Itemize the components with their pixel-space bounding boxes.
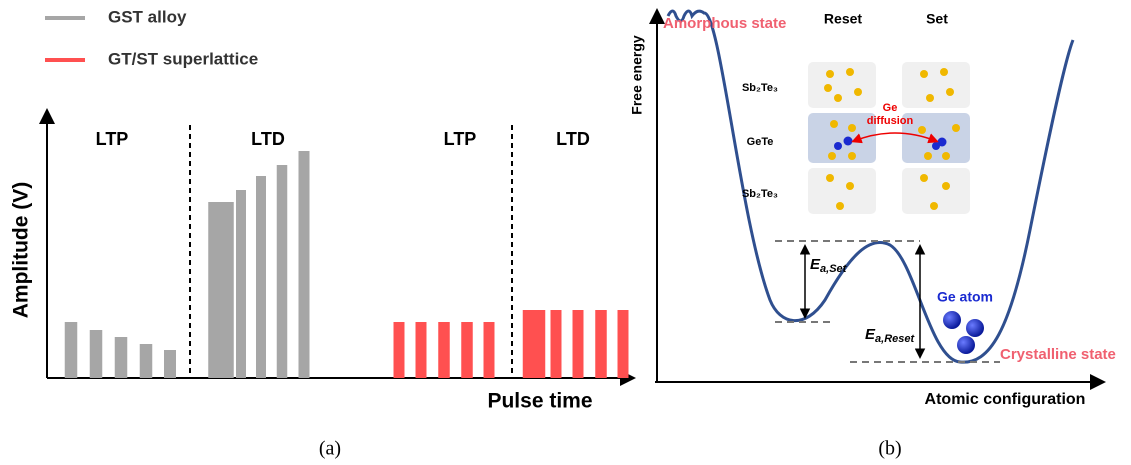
bar xyxy=(438,322,450,378)
x-axis-label: Atomic configuration xyxy=(925,391,1086,408)
phase-label: LTP xyxy=(444,129,477,149)
ge-ball xyxy=(957,336,975,354)
layer-label: Sb₂Te₃ xyxy=(742,188,778,200)
bar xyxy=(393,322,405,378)
diffusion-label: diffusion xyxy=(867,115,914,127)
bar xyxy=(415,322,427,378)
bar xyxy=(483,322,495,378)
legend-label: GST alloy xyxy=(108,7,187,26)
bar xyxy=(522,310,546,378)
bar xyxy=(114,337,128,378)
ge-atom-label: Ge atom xyxy=(937,289,993,305)
phase-label: LTD xyxy=(556,129,590,149)
bar xyxy=(461,322,473,378)
panel-b: Free energy Atomic configuration (b) Amo… xyxy=(629,8,1116,460)
label-crystalline: Crystalline state xyxy=(1000,346,1116,363)
ge-atoms xyxy=(834,136,947,150)
legend-label: GT/ST superlattice xyxy=(108,49,258,68)
bar xyxy=(298,151,310,378)
ge-ball xyxy=(943,311,961,329)
caption: (b) xyxy=(878,438,901,460)
atoms xyxy=(824,68,960,210)
layer-box xyxy=(902,62,970,108)
bar xyxy=(139,344,153,378)
bar xyxy=(64,322,78,378)
bar xyxy=(595,310,607,378)
layer-box xyxy=(902,168,970,214)
x-axis-label: Pulse time xyxy=(487,390,592,413)
column-label: Set xyxy=(926,11,948,27)
bar xyxy=(617,310,629,378)
y-axis-label: Amplitude (V) xyxy=(10,182,33,319)
caption: (a) xyxy=(319,438,341,460)
bar xyxy=(572,310,584,378)
ge-ball xyxy=(966,319,984,337)
bar xyxy=(208,202,234,378)
bar xyxy=(89,330,103,378)
layer-box xyxy=(808,113,876,163)
layer-label: Sb₂Te₃ xyxy=(742,82,778,94)
ea-set: Ea,Set xyxy=(810,256,848,275)
layer-box xyxy=(808,62,876,108)
bar xyxy=(256,176,266,378)
layer-label: GeTe xyxy=(747,136,774,148)
layer-box xyxy=(808,168,876,214)
diffusion-arrow xyxy=(851,132,939,144)
bar xyxy=(550,310,562,378)
label-amorphous: Amorphous state xyxy=(663,15,786,32)
y-axis-label: Free energy xyxy=(629,35,645,115)
ea-reset: Ea,Reset xyxy=(865,326,915,345)
panel-a: LTP LTD LTP LTD Amplitude (V) Pulse time… xyxy=(10,7,636,460)
diffusion-label: Ge xyxy=(883,102,898,114)
phase-label: LTP xyxy=(96,129,129,149)
energy-curve xyxy=(666,9,1075,364)
bar xyxy=(236,190,246,378)
column-label: Reset xyxy=(824,11,862,27)
phase-label: LTD xyxy=(251,129,285,149)
bar xyxy=(276,165,288,378)
bar xyxy=(164,350,176,378)
